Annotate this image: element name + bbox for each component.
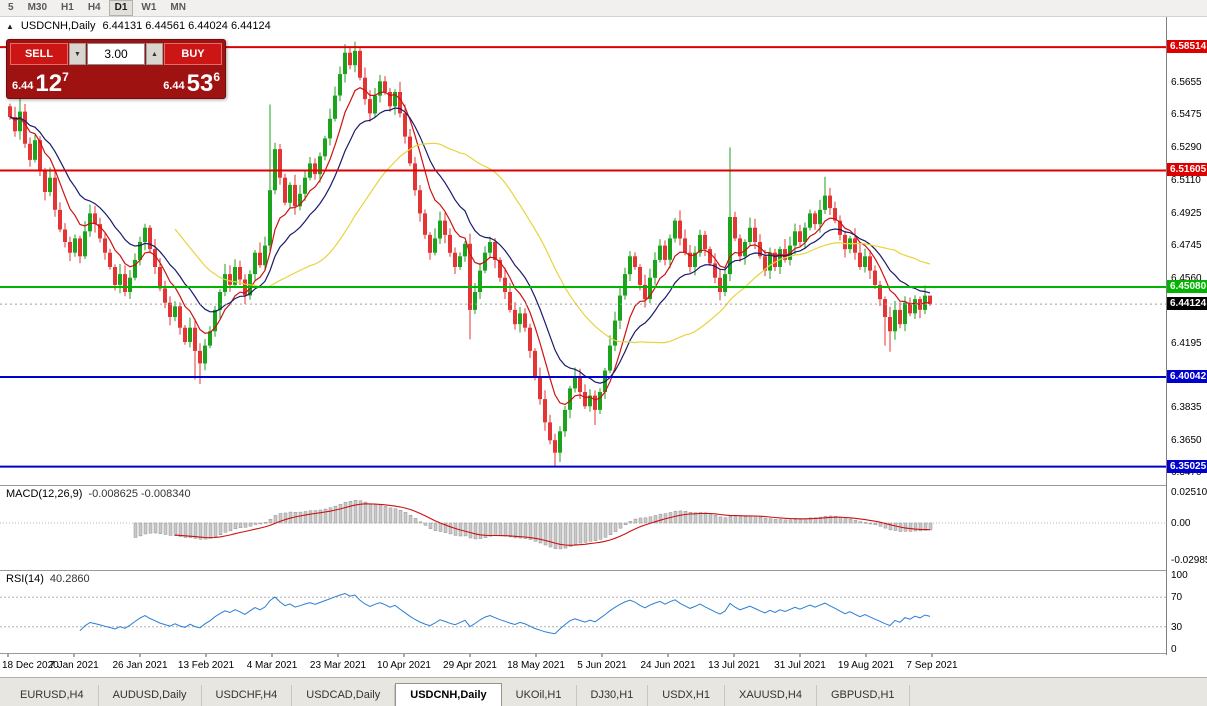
chart-title: ▲ USDCNH,Daily 6.44131 6.44561 6.44024 6…	[6, 20, 271, 32]
chart-tab-usdchf-h4[interactable]: USDCHF,H4	[202, 685, 293, 706]
date-label: 13 Feb 2021	[178, 660, 235, 671]
rsi-canvas[interactable]	[0, 571, 1166, 653]
main-chart-canvas[interactable]	[0, 17, 1166, 485]
rsi-panel: RSI(14) 40.2860	[0, 571, 1166, 653]
price-tag-6.40042: 6.40042	[1167, 369, 1207, 383]
chart-tab-usdcnh-daily[interactable]: USDCNH,Daily	[395, 683, 502, 706]
price-axis[interactable]: 6.5655 6.5475 6.5290 6.5110 6.4925 6.4745 6.45…	[1166, 17, 1207, 655]
volume-input[interactable]	[87, 43, 145, 65]
chart-tab-xauusd-h4[interactable]: XAUUSD,H4	[725, 685, 817, 706]
sell-price-display[interactable]: 6.44 12 7	[12, 67, 69, 97]
main-chart-panel: ▲ USDCNH,Daily 6.44131 6.44561 6.44024 6…	[0, 17, 1166, 485]
volume-up-button[interactable]: ▲	[146, 43, 163, 65]
chart-tab-eurusd-h4[interactable]: EURUSD,H4	[6, 685, 99, 706]
date-label: 5 Jun 2021	[577, 660, 627, 671]
price-axis-label: 6.3835	[1171, 402, 1202, 414]
macd-histogram	[133, 500, 933, 550]
price-axis-label: 6.5655	[1171, 77, 1202, 89]
price-axis-label: 0	[1171, 644, 1177, 655]
macd-panel: MACD(12,26,9) -0.008625 -0.008340	[0, 486, 1166, 570]
buy-price-display[interactable]: 6.44 53 6	[163, 67, 220, 97]
timeframe-button-h4[interactable]: H4	[87, 2, 101, 13]
buy-button[interactable]: BUY	[164, 43, 222, 65]
price-axis-label: 6.5290	[1171, 142, 1202, 154]
ma-line-16	[9, 107, 931, 384]
price-axis-label: 0.02510	[1171, 487, 1207, 498]
date-label: 26 Jan 2021	[112, 660, 167, 671]
rsi-label: RSI(14) 40.2860	[6, 573, 90, 585]
price-axis-label: 6.3470	[1171, 467, 1202, 479]
chart-tab-usdx-h1[interactable]: USDX,H1	[648, 685, 725, 706]
macd-signal-line	[174, 503, 931, 546]
sell-price-point: 7	[62, 70, 69, 84]
macd-canvas[interactable]	[0, 486, 1166, 570]
price-axis-label: 6.4925	[1171, 207, 1202, 219]
timeframe-button-m30[interactable]: M30	[27, 2, 48, 13]
price-axis-label: 6.5475	[1171, 109, 1202, 121]
ma-line-34	[174, 142, 931, 344]
timeframe-button-w1[interactable]: W1	[141, 2, 157, 13]
price-tag-6.35025: 6.35025	[1167, 459, 1207, 473]
chart-tab-gbpusd-h1[interactable]: GBPUSD,H1	[817, 685, 910, 706]
one-click-collapse-icon[interactable]: ▲	[6, 21, 14, 31]
price-axis-label: 30	[1171, 621, 1183, 633]
date-label: 19 Aug 2021	[838, 660, 895, 671]
price-tag-6.58514: 6.58514	[1167, 40, 1207, 54]
buy-price-pips: 53	[186, 70, 214, 97]
price-tag-6.44124: 6.44124	[1167, 297, 1207, 311]
date-label: 7 Sep 2021	[906, 660, 958, 671]
price-axis-label: 0.00	[1171, 518, 1191, 529]
panel-separator[interactable]	[0, 653, 1207, 654]
price-tag-6.51605: 6.51605	[1167, 163, 1207, 177]
chevron-up-icon: ▲	[151, 50, 158, 58]
price-axis-label: 6.4560	[1171, 272, 1202, 284]
price-axis-label: -0.02985	[1171, 554, 1207, 566]
date-label: 18 May 2021	[507, 660, 565, 671]
panel-separator[interactable]	[0, 570, 1207, 571]
sell-price-base: 6.44	[12, 80, 34, 92]
date-axis[interactable]: 18 Dec 2020 7 Jan 2021 26 Jan 2021 13 Feb 2…	[0, 654, 1166, 677]
rsi-line	[79, 592, 931, 635]
date-label: 13 Jul 2021	[708, 660, 760, 671]
date-label: 29 Apr 2021	[443, 660, 497, 671]
price-axis-label: 6.4745	[1171, 239, 1202, 251]
panel-separator[interactable]	[0, 485, 1207, 486]
timeframe-button-5[interactable]: 5	[8, 2, 14, 13]
ma-line-8	[9, 87, 931, 406]
date-label: 24 Jun 2021	[640, 660, 695, 671]
date-label: 7 Jan 2021	[49, 660, 99, 671]
timeframe-button-d1[interactable]: D1	[108, 0, 134, 16]
chart-tab-audusd-daily[interactable]: AUDUSD,Daily	[99, 685, 202, 706]
one-click-trading-widget: SELL ▼ ▲ BUY 6.44 12 7 6.44 53 6	[6, 39, 226, 99]
chart-tab-usdcad-daily[interactable]: USDCAD,Daily	[292, 685, 396, 706]
date-label: 23 Mar 2021	[310, 660, 367, 671]
price-axis-label: 6.3650	[1171, 435, 1202, 447]
price-axis-label: 100	[1171, 570, 1188, 581]
date-label: 10 Apr 2021	[377, 660, 431, 671]
price-axis-label: 6.5110	[1171, 174, 1201, 186]
macd-label: MACD(12,26,9) -0.008625 -0.008340	[6, 488, 191, 500]
timeframe-button-h1[interactable]: H1	[61, 2, 74, 13]
price-axis-label: 70	[1171, 592, 1183, 604]
timeframe-toolbar: 5 M30 H1 H4 D1 W1 MN	[0, 0, 1207, 17]
sell-price-pips: 12	[35, 70, 63, 97]
chart-symbol-label: USDCNH,Daily	[20, 20, 96, 32]
buy-price-base: 6.44	[163, 80, 185, 92]
buy-price-point: 6	[213, 70, 220, 84]
chevron-down-icon: ▼	[74, 50, 81, 58]
chart-tab-dj30-h1[interactable]: DJ30,H1	[577, 685, 649, 706]
volume-down-button[interactable]: ▼	[69, 43, 86, 65]
date-label: 4 Mar 2021	[247, 660, 298, 671]
chart-tab-bar: EURUSD,H4 AUDUSD,Daily USDCHF,H4 USDCAD,Dai…	[0, 677, 1207, 706]
price-tag-6.45080: 6.45080	[1167, 280, 1207, 293]
chart-tab-ukoil-h1[interactable]: UKOil,H1	[502, 685, 577, 706]
timeframe-button-mn[interactable]: MN	[170, 2, 186, 13]
price-axis-label: 6.4195	[1171, 337, 1202, 349]
sell-button[interactable]: SELL	[10, 43, 68, 65]
date-label: 31 Jul 2021	[774, 660, 826, 671]
date-label: 18 Dec 2020	[2, 660, 59, 671]
chart-ohlc-values: 6.44131 6.44561 6.44024 6.44124	[102, 20, 271, 32]
